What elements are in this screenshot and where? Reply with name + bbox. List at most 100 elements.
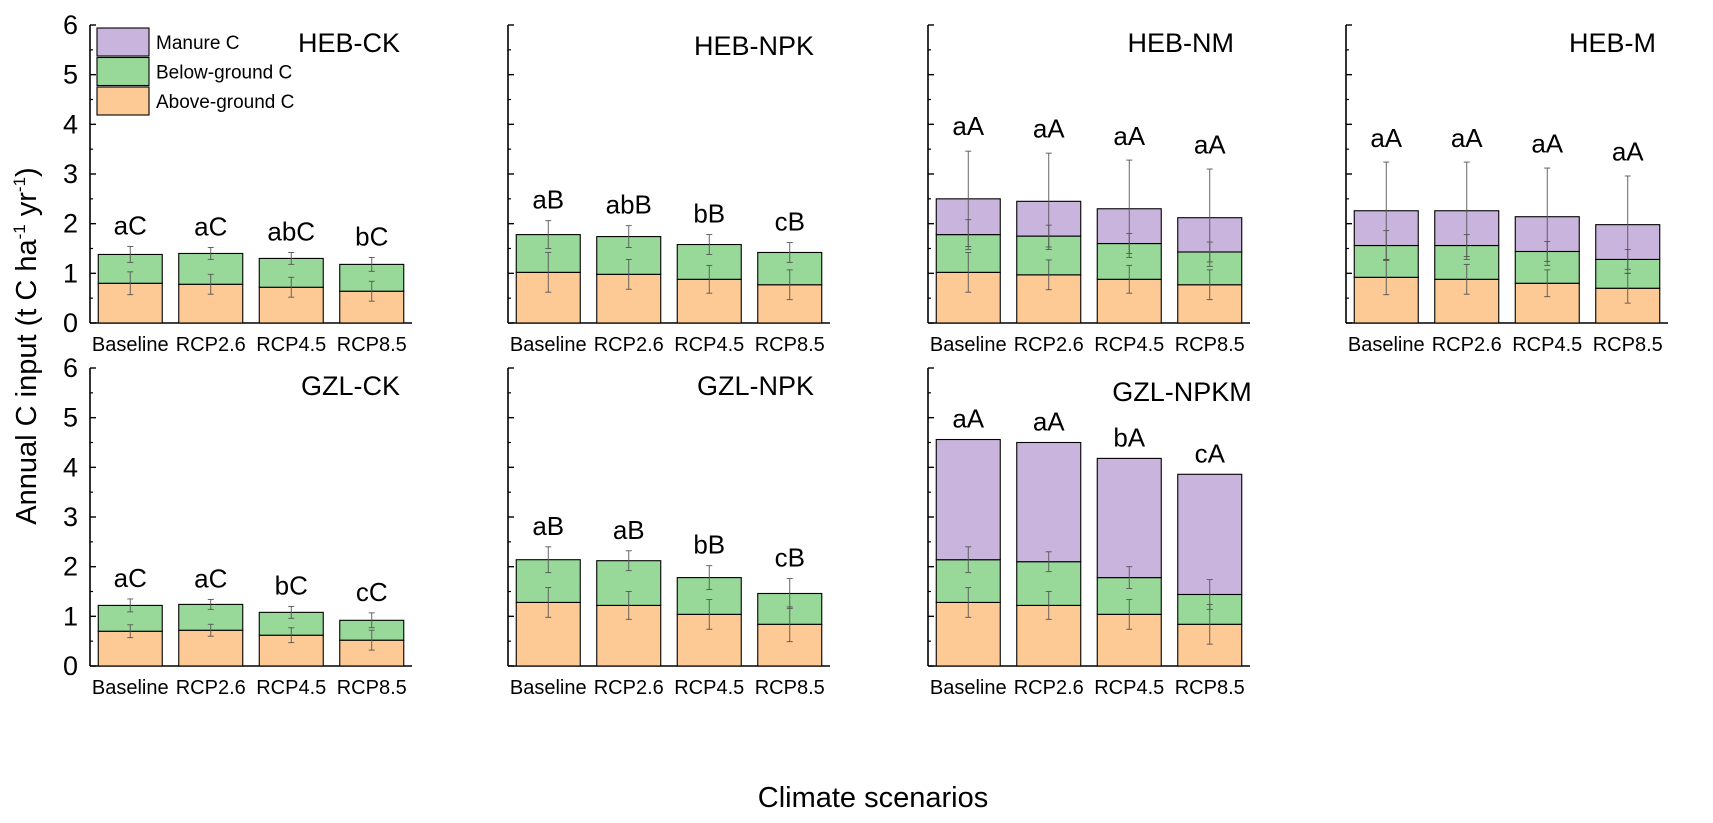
panel-gzl-npk: GZL-NPK Baseline aB RCP2.6 aB RCP4.5 bB RCP8.5 c… [507,367,830,699]
significance-label: bB [693,199,725,229]
category-label: RCP4.5 [256,677,326,699]
y-tick-label: 6 [63,10,78,40]
category-label: RCP8.5 [337,334,407,356]
y-tick-label: 6 [63,353,78,383]
significance-label: cA [1195,438,1226,468]
legend: Manure C Below-ground C Above-ground C [96,27,294,116]
panel-heb-ck: 0 1 2 3 4 5 6 HEB-CK Baseline aC RCP2.6 aC RCP4.5 abC… [63,10,412,356]
y-axis-title-main: Annual C input (t C ha [11,239,43,525]
significance-label: abC [267,216,315,246]
legend-label-above: Above-ground C [156,92,294,113]
y-axis-title-mid: yr [11,192,43,225]
significance-label: cB [775,207,805,237]
y-tick-label: 2 [63,209,78,239]
y-axis-title-sup2: -1 [10,177,29,192]
bar-manure [1016,441,1082,563]
panel-title: HEB-NPK [694,31,814,61]
category-label: RCP8.5 [755,334,825,356]
significance-label: aA [1033,113,1065,143]
panel-title: GZL-NPKM [1112,377,1252,407]
y-axis-title-sup1: -1 [10,224,29,239]
category-label: RCP4.5 [1094,334,1164,356]
significance-label: cB [775,543,805,573]
category-label: Baseline [930,677,1007,699]
significance-label: aA [1370,123,1402,153]
significance-label: abB [606,190,652,220]
category-label: RCP8.5 [1175,677,1245,699]
significance-label: aA [952,404,984,434]
y-tick-label: 2 [63,552,78,582]
y-tick-label: 0 [63,308,78,338]
category-label: RCP2.6 [1432,334,1502,356]
significance-label: aA [1612,137,1644,167]
panel-heb-m: HEB-M Baseline aA RCP2.6 aA RCP4.5 aA RCP8.5 aA [1345,24,1668,356]
category-label: RCP4.5 [674,334,744,356]
significance-label: cC [356,577,388,607]
y-tick-label: 5 [63,403,78,433]
significance-label: aA [1033,407,1065,437]
category-label: RCP4.5 [256,334,326,356]
legend-swatch-below [96,56,150,87]
bar-manure [935,438,1001,561]
y-tick-label: 1 [63,601,78,631]
significance-label: aC [114,563,147,593]
panel-title: GZL-NPK [697,371,814,401]
category-label: Baseline [510,677,587,699]
legend-swatch-manure [96,27,150,57]
category-label: RCP8.5 [1593,334,1663,356]
panel-gzl-ck: 0 1 2 3 4 5 6 GZL-CK Baseline aC RCP2.6 aC RCP4.5 bC R… [63,353,412,699]
x-axis-title: Climate scenarios [758,782,988,814]
panel-title: HEB-CK [298,28,400,58]
bar-above-ground [676,613,742,667]
category-label: RCP4.5 [1094,677,1164,699]
y-tick-label: 1 [63,258,78,288]
y-tick-label: 5 [63,60,78,90]
significance-label: aA [952,111,984,141]
significance-label: bC [355,221,388,251]
category-label: RCP2.6 [1014,677,1084,699]
panels-layer: 0 1 2 3 4 5 6 HEB-CK Baseline aC RCP2.6 aC RCP4.5 abC… [63,10,1668,699]
significance-label: aA [1451,123,1483,153]
category-label: RCP8.5 [755,677,825,699]
y-axis-title-end: ) [11,167,43,177]
panel-title: HEB-NM [1128,28,1235,58]
significance-label: aA [1531,129,1563,159]
category-label: RCP4.5 [674,677,744,699]
legend-swatch-above [96,86,150,116]
panel-heb-nm: HEB-NM Baseline aA RCP2.6 aA RCP4.5 aA RCP8.5 aA [927,24,1250,356]
category-label: RCP2.6 [176,677,246,699]
significance-label: aB [613,515,645,545]
category-label: RCP2.6 [176,334,246,356]
y-tick-label: 4 [63,452,78,482]
significance-label: aC [194,212,227,242]
panel-heb-npk: HEB-NPK Baseline aB RCP2.6 abB RCP4.5 bB RCP8.5… [507,24,830,356]
significance-label: aC [114,211,147,241]
y-axis-title: Annual C input (t C ha-1 yr-1) [10,167,43,524]
category-label: Baseline [1348,334,1425,356]
significance-label: aC [194,563,227,593]
legend-label-below: Below-ground C [156,63,292,84]
category-label: Baseline [92,334,169,356]
category-label: RCP8.5 [337,677,407,699]
significance-label: aA [1113,121,1145,151]
category-label: Baseline [510,334,587,356]
significance-label: bA [1113,422,1145,452]
panel-gzl-npkm: GZL-NPKM Baseline aA RCP2.6 aA RCP4.5 bA RCP8.5… [927,367,1252,699]
legend-label-manure: Manure C [156,33,239,54]
y-tick-label: 0 [63,651,78,681]
category-label: Baseline [930,334,1007,356]
category-label: RCP2.6 [594,677,664,699]
significance-label: aB [532,185,564,215]
bar-manure [1096,457,1162,579]
category-label: RCP4.5 [1512,334,1582,356]
y-tick-label: 3 [63,159,78,189]
panel-title: HEB-M [1569,28,1656,58]
significance-label: bB [693,530,725,560]
significance-label: aB [532,511,564,541]
y-tick-label: 3 [63,502,78,532]
category-label: RCP8.5 [1175,334,1245,356]
bar-manure [1177,473,1243,596]
category-label: RCP2.6 [1014,334,1084,356]
y-tick-label: 4 [63,109,78,139]
significance-label: aA [1194,130,1226,160]
